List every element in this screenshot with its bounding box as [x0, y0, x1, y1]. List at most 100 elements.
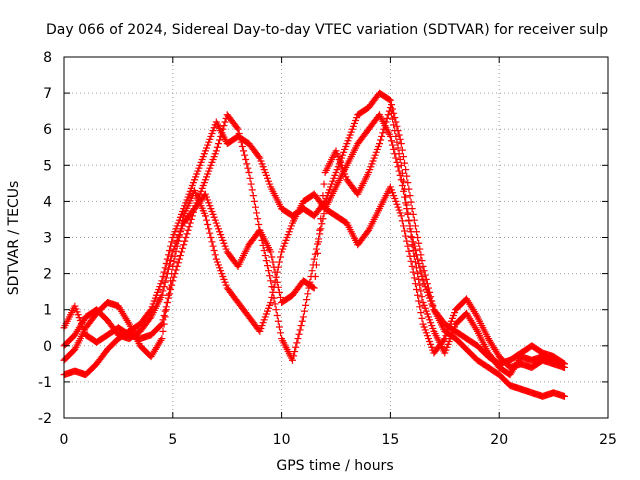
- data-point: [275, 288, 283, 296]
- data-point: [175, 255, 183, 263]
- x-tick-label: 25: [599, 432, 617, 448]
- data-point: [186, 219, 194, 227]
- data-point: [396, 135, 404, 143]
- data-point: [396, 171, 404, 179]
- data-point: [414, 255, 422, 263]
- data-point: [417, 268, 425, 276]
- data-point: [307, 272, 315, 280]
- data-point: [394, 127, 402, 135]
- data-point: [182, 234, 190, 241]
- data-point: [221, 118, 229, 126]
- data-point: [308, 267, 316, 275]
- data-point: [167, 257, 175, 265]
- data-point: [295, 330, 303, 338]
- data-point: [166, 246, 174, 254]
- data-point: [208, 238, 216, 246]
- data-point: [406, 252, 414, 260]
- y-tick-label: 3: [43, 231, 52, 247]
- data-point: [238, 143, 246, 151]
- y-tick-label: -1: [38, 375, 52, 391]
- data-point: [158, 277, 166, 285]
- data-point: [263, 262, 271, 270]
- data-point: [411, 246, 419, 254]
- data-point: [160, 311, 168, 319]
- data-point: [411, 280, 419, 288]
- data-point: [266, 272, 274, 280]
- data-point: [166, 284, 174, 292]
- series-2: [60, 183, 568, 371]
- data-point: [258, 236, 266, 244]
- data-point: [408, 234, 416, 241]
- data-point: [253, 209, 261, 217]
- data-point: [420, 267, 428, 275]
- data-point: [293, 339, 301, 347]
- data-point: [163, 255, 171, 263]
- data-point: [413, 251, 421, 259]
- data-point: [317, 225, 325, 233]
- data-point: [320, 210, 328, 218]
- data-point: [310, 255, 318, 263]
- data-point: [288, 356, 296, 364]
- data-point: [277, 329, 285, 337]
- data-point: [305, 284, 313, 292]
- data-point: [210, 246, 218, 254]
- data-point: [255, 221, 263, 229]
- data-point: [212, 147, 220, 155]
- data-point: [401, 159, 409, 167]
- data-point: [160, 320, 168, 328]
- data-point: [303, 296, 311, 304]
- data-point: [403, 237, 411, 245]
- data-point: [201, 212, 209, 220]
- data-point: [272, 306, 280, 314]
- data-point: [309, 283, 317, 291]
- data-point: [298, 317, 306, 325]
- data-point: [306, 278, 314, 286]
- data-point: [399, 222, 407, 230]
- data-point: [410, 274, 418, 282]
- data-point: [405, 216, 413, 224]
- data-point: [261, 252, 269, 260]
- series-4: [60, 111, 568, 368]
- data-point: [245, 169, 253, 177]
- data-point: [394, 163, 402, 171]
- data-point: [160, 268, 168, 276]
- data-point: [178, 248, 186, 256]
- data-point: [273, 311, 281, 319]
- data-point: [216, 136, 224, 144]
- data-point: [161, 278, 169, 286]
- data-point: [299, 313, 307, 321]
- chart-title: Day 066 of 2024, Sidereal Day-to-day VTE…: [46, 22, 608, 38]
- data-point: [389, 105, 397, 113]
- data-point: [275, 323, 283, 331]
- data-point: [183, 230, 191, 238]
- data-point: [560, 360, 568, 368]
- data-point: [204, 221, 212, 229]
- data-point: [176, 252, 184, 260]
- data-point: [394, 144, 402, 152]
- data-point: [247, 180, 255, 188]
- data-point: [418, 314, 426, 322]
- data-point: [401, 227, 409, 235]
- x-tick-label: 15: [381, 432, 399, 448]
- grid: [64, 57, 608, 418]
- data-point: [172, 266, 180, 274]
- data-point: [417, 287, 425, 295]
- data-point: [218, 129, 226, 137]
- data-point: [181, 237, 189, 245]
- data-point: [250, 197, 258, 205]
- data-point: [248, 186, 256, 194]
- data-point: [244, 164, 252, 172]
- data-point: [390, 145, 398, 153]
- x-tick-label: 5: [168, 432, 177, 448]
- data-point: [410, 242, 418, 250]
- data-point: [398, 217, 406, 225]
- data-point: [233, 124, 241, 132]
- data-point: [243, 160, 251, 168]
- data-point: [387, 137, 395, 145]
- data-point: [386, 132, 394, 140]
- data-point: [277, 253, 285, 261]
- data-point: [314, 240, 322, 248]
- data-point: [405, 185, 413, 193]
- data-point: [418, 272, 426, 280]
